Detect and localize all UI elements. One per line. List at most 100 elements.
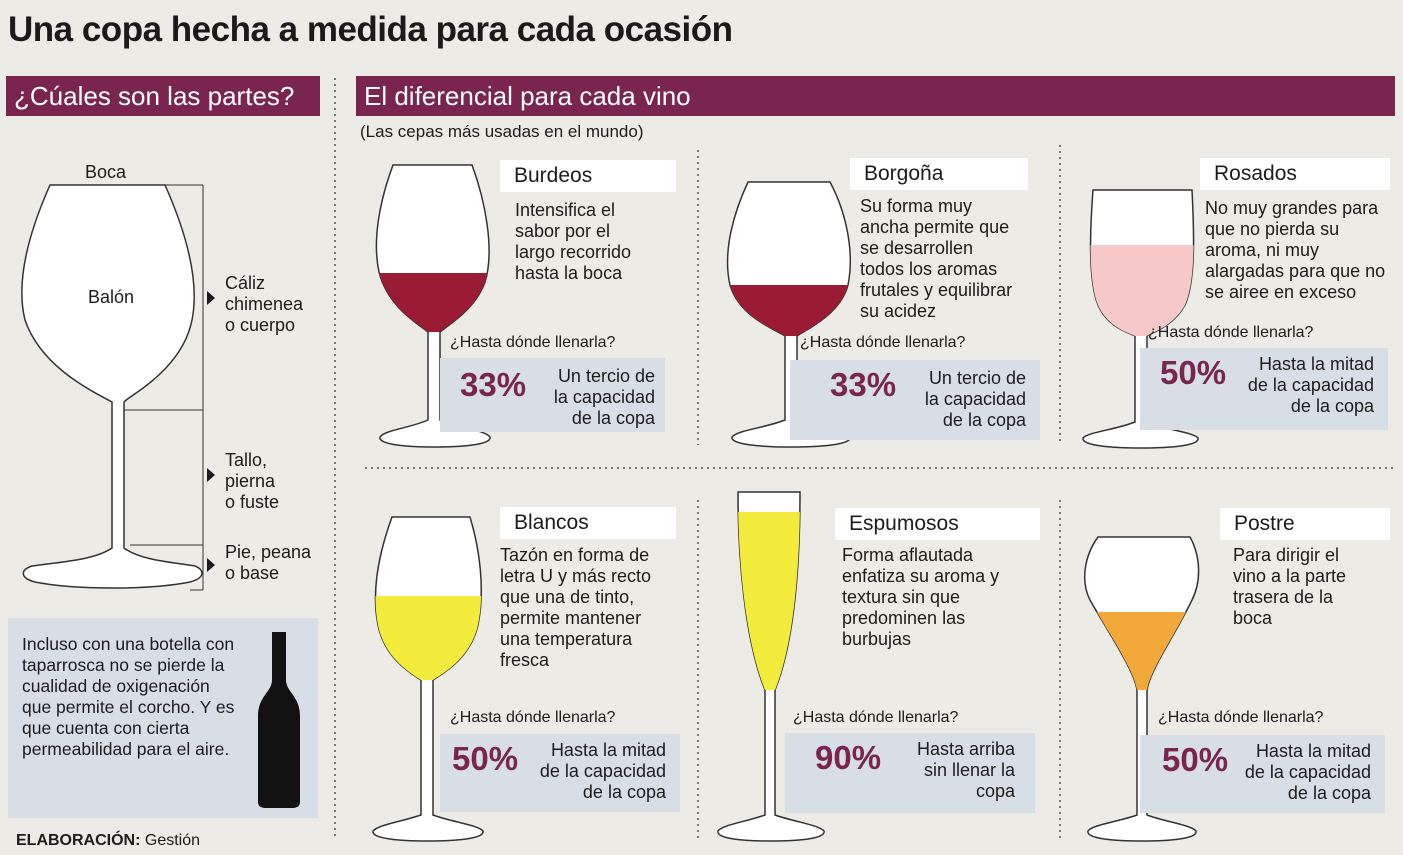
fill-info-box: 90% Hasta arriba sin llenar la copa (785, 733, 1035, 813)
credit-source: Gestión (144, 832, 201, 849)
fill-line: Hasta la mitad (550, 740, 666, 760)
description-line: aroma, ni muy (1205, 240, 1320, 260)
anatomy-glass-icon (21, 184, 203, 589)
label-tallo: Tallo, pierna o fuste (225, 450, 279, 513)
description-line: ancha permite que (860, 217, 1010, 237)
wines-header: El diferencial para cada vino (356, 76, 1395, 116)
fill-line: de la capacidad (1244, 762, 1371, 782)
description-line: No muy grandes para (1205, 198, 1379, 218)
fill-line: la capacidad (924, 389, 1026, 409)
anatomy-brackets (124, 184, 204, 591)
fill-question: ¿Hasta dónde llenarla? (800, 334, 966, 351)
fill-question: ¿Hasta dónde llenarla? (1148, 324, 1314, 341)
fill-line: la capacidad (553, 387, 655, 407)
wine-description: Para dirigir el vino a la parte trasera de… (1233, 545, 1346, 629)
description-line: textura sin que (842, 587, 961, 607)
pointer-triangles (207, 291, 215, 572)
fill-description: Hasta la mitad de la capacidad de la copa (1245, 741, 1371, 804)
fill-line: Hasta arriba (916, 739, 1015, 759)
fill-percent: 50% (1162, 741, 1229, 778)
credit-label: ELABORACIÓN: (16, 832, 141, 849)
description-line: se airee en exceso (1205, 282, 1357, 302)
description-line: Tazón en forma de (500, 545, 650, 565)
label-line: Pie, peana (225, 542, 312, 562)
description-line: alargadas para que no (1205, 261, 1386, 281)
fill-info-box: 50% Hasta la mitad de la capacidad de la co… (1140, 348, 1388, 430)
fill-line: Hasta la mitad (1258, 354, 1374, 374)
wine-fill (1084, 612, 1199, 690)
wine-description: Forma aflautada enfatiza su aroma y textur… (842, 545, 999, 650)
description-line: fresca (500, 650, 550, 670)
wine-name-borgona: Borgoña (850, 158, 1028, 190)
borgona-glass-icon (726, 181, 851, 448)
cork-note-text: Incluso con una botella con taparrosca n… (22, 634, 235, 759)
fill-question: ¿Hasta dónde llenarla? (1158, 709, 1324, 726)
fill-question: ¿Hasta dónde llenarla? (450, 334, 616, 351)
wine-name-postre: Postre (1220, 508, 1390, 540)
wine-name-rosados: Rosados (1200, 158, 1390, 190)
fill-percent: 50% (452, 740, 519, 777)
description-line: frutales y equilibrar (860, 280, 1013, 300)
description-line: Para dirigir el (1233, 545, 1340, 565)
label-line: o cuerpo (225, 315, 296, 335)
fill-info-box: 50% Hasta la mitad de la capacidad de la co… (1140, 735, 1385, 813)
wine-description: Intensifica el sabor por el largo recorrid… (515, 200, 631, 284)
fill-line: Hasta la mitad (1255, 741, 1371, 761)
wine-description: Tazón en forma de letra U y más recto que … (500, 545, 651, 671)
label-line: o fuste (225, 492, 280, 512)
label-boca: Boca (85, 162, 127, 182)
fill-percent: 33% (460, 366, 527, 403)
credit: ELABORACIÓN: Gestión (16, 832, 200, 850)
description-line: Intensifica el (515, 200, 616, 220)
cork-note-box: Incluso con una botella con taparrosca n… (8, 618, 318, 818)
fill-line: de la capacidad (1247, 375, 1374, 395)
fill-line: sin llenar la (923, 760, 1015, 780)
wine-fill (375, 596, 482, 680)
fill-line: Un tercio de (928, 368, 1026, 388)
fill-line: de la copa (1287, 783, 1371, 803)
fill-line: de la capacidad (539, 761, 666, 781)
fill-line: de la copa (582, 782, 666, 802)
fill-percent: 50% (1160, 354, 1227, 391)
fill-info-box: 50% Hasta la mitad de la capacidad de la co… (440, 734, 680, 812)
wine-name-blancos: Blancos (500, 507, 676, 539)
fill-question: ¿Hasta dónde llenarla? (450, 709, 616, 726)
fill-line: de la copa (571, 408, 655, 428)
fill-percent: 33% (830, 366, 897, 403)
label-pie: Pie, peana o base (225, 542, 311, 584)
fill-description: Un tercio de la capacidad de la copa (554, 366, 655, 429)
fill-info-box: 33% Un tercio de la capacidad de la copa (790, 360, 1040, 440)
fill-description: Hasta la mitad de la capacidad de la copa (1248, 354, 1374, 417)
description-line: permite mantener (500, 608, 642, 628)
fill-info-box: 33% Un tercio de la capacidad de la copa (440, 358, 665, 432)
label-line: Tallo, (225, 450, 268, 470)
description-line: una temperatura (500, 629, 633, 649)
description-line: predominen las (842, 608, 966, 628)
wine-description: Su forma muy ancha permite que se desarrol… (860, 196, 1012, 322)
dotted-dividers (334, 78, 1395, 840)
wines-subtitle: (Las cepas más usadas en el mundo) (360, 122, 644, 141)
parts-header: ¿Cúales son las partes? (6, 76, 320, 116)
wine-name-espumosos: Espumosos (835, 508, 1040, 540)
label-line: pierna (225, 471, 276, 491)
label-balon: Balón (88, 287, 135, 307)
wine-name-burdeos: Burdeos (500, 160, 676, 192)
description-line: enfatiza su aroma y (842, 566, 1000, 586)
fill-description: Un tercio de la capacidad de la copa (925, 368, 1026, 431)
description-line: boca (1233, 608, 1273, 628)
label-line: Cáliz (225, 273, 266, 293)
description-line: se desarrollen (860, 238, 974, 258)
description-line: burbujas (842, 629, 912, 649)
description-line: Su forma muy (860, 196, 973, 216)
label-line: chimenea (225, 294, 304, 314)
description-line: largo recorrido (515, 242, 632, 262)
label-line: o base (225, 563, 280, 583)
description-line: Forma aflautada (842, 545, 974, 565)
fill-description: Hasta la mitad de la capacidad de la copa (540, 740, 666, 803)
description-line: letra U y más recto (500, 566, 652, 586)
fill-percent: 90% (815, 739, 882, 776)
description-line: sabor por el (515, 221, 611, 241)
description-line: hasta la boca (515, 263, 623, 283)
description-line: su acidez (860, 301, 937, 321)
